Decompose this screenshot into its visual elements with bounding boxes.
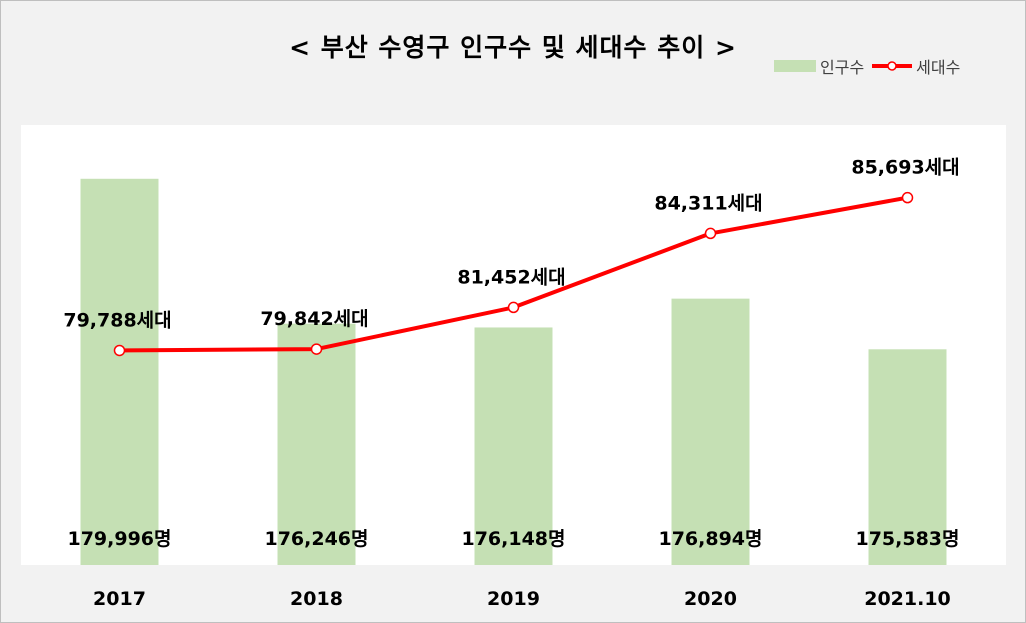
bar-label-2020: 176,894명 bbox=[658, 528, 762, 550]
bar-population-2021.10 bbox=[868, 349, 947, 565]
x-tick-label-2021.10: 2021.10 bbox=[864, 588, 951, 610]
bar-population-2019 bbox=[474, 327, 553, 565]
bar-population-2018 bbox=[277, 323, 356, 565]
x-tick-label-2020: 2020 bbox=[684, 588, 737, 610]
legend: 인구수 세대수 bbox=[774, 54, 968, 78]
line-label-2020: 84,311세대 bbox=[654, 192, 762, 214]
bar-population-2020 bbox=[671, 298, 750, 565]
bar-label-2017: 179,996명 bbox=[67, 528, 171, 550]
legend-item-population: 인구수 bbox=[774, 54, 864, 78]
bar-label-2021.10: 175,583명 bbox=[855, 528, 959, 550]
line-point-2020 bbox=[704, 227, 717, 240]
legend-line-swatch bbox=[872, 61, 913, 71]
legend-item-households: 세대수 bbox=[872, 54, 960, 78]
x-tick-label-2019: 2019 bbox=[487, 588, 540, 610]
x-tick-label-2018: 2018 bbox=[290, 588, 343, 610]
line-label-2017: 79,788세대 bbox=[63, 309, 171, 331]
x-tick-label-2017: 2017 bbox=[93, 588, 146, 610]
legend-bar-swatch bbox=[774, 60, 816, 72]
line-point-2019 bbox=[507, 301, 520, 314]
chart-title: < 부산 수영구 인구수 및 세대수 추이 > bbox=[289, 33, 737, 62]
bar-label-2019: 176,148명 bbox=[461, 528, 565, 550]
line-point-2018 bbox=[310, 343, 323, 355]
bar-population-2017 bbox=[80, 178, 159, 566]
legend-label-households: 세대수 bbox=[916, 58, 961, 77]
legend-label-population: 인구수 bbox=[820, 58, 865, 77]
bar-label-2018: 176,246명 bbox=[264, 528, 368, 550]
line-label-2018: 79,842세대 bbox=[260, 308, 368, 330]
line-point-2017 bbox=[113, 344, 126, 357]
line-point-2021.10 bbox=[901, 191, 914, 204]
line-label-2021.10: 85,693세대 bbox=[851, 157, 959, 179]
line-label-2019: 81,452세대 bbox=[457, 266, 565, 288]
